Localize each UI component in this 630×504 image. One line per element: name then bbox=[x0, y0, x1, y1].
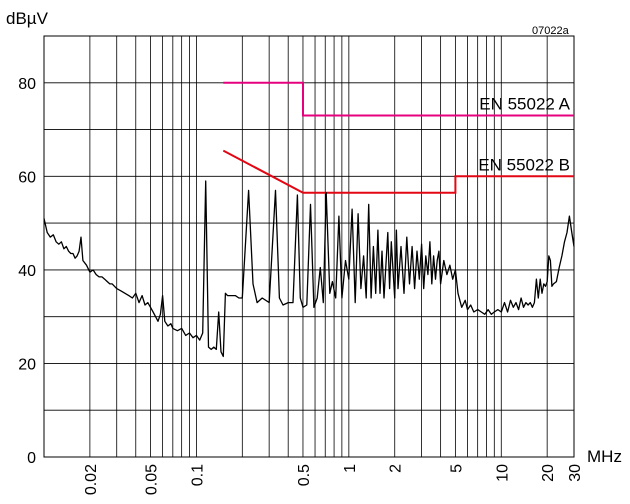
x-tick-label: 10 bbox=[494, 464, 511, 482]
trace-line bbox=[43, 180, 575, 358]
y-tick-label: 60 bbox=[18, 169, 36, 186]
figure-code: 07022a bbox=[532, 25, 570, 37]
x-tick-label: 0.02 bbox=[83, 464, 100, 495]
limit-line-b bbox=[222, 149, 574, 194]
x-tick-label: 30 bbox=[567, 464, 584, 482]
y-tick-label: 20 bbox=[18, 356, 36, 373]
x-tick-label: 1 bbox=[342, 464, 359, 473]
x-axis-unit: MHz bbox=[587, 447, 622, 466]
y-tick-label: 0 bbox=[27, 450, 36, 467]
limit-lines bbox=[222, 81, 574, 194]
y-tick-label: 40 bbox=[18, 263, 36, 280]
limit-label-a: EN 55022 A bbox=[479, 95, 570, 114]
limit-label-b: EN 55022 B bbox=[478, 155, 570, 174]
y-axis-unit: dBµV bbox=[6, 9, 49, 28]
x-tick-label: 0.05 bbox=[144, 464, 161, 495]
x-tick-label: 5 bbox=[448, 464, 465, 473]
limit-labels: EN 55022 A EN 55022 B bbox=[478, 95, 570, 175]
limit-line-a bbox=[223, 81, 574, 117]
y-tick-labels: 0 20 40 60 80 bbox=[18, 76, 36, 467]
x-tick-labels: 0.02 0.05 0.1 0.5 1 2 5 10 20 30 bbox=[83, 464, 584, 495]
x-tick-label: 0.5 bbox=[296, 464, 313, 486]
x-tick-label: 0.1 bbox=[189, 464, 206, 486]
y-tick-label: 80 bbox=[18, 76, 36, 93]
measurement-trace bbox=[43, 180, 575, 358]
x-tick-label: 2 bbox=[388, 464, 405, 473]
x-tick-label: 20 bbox=[540, 464, 557, 482]
